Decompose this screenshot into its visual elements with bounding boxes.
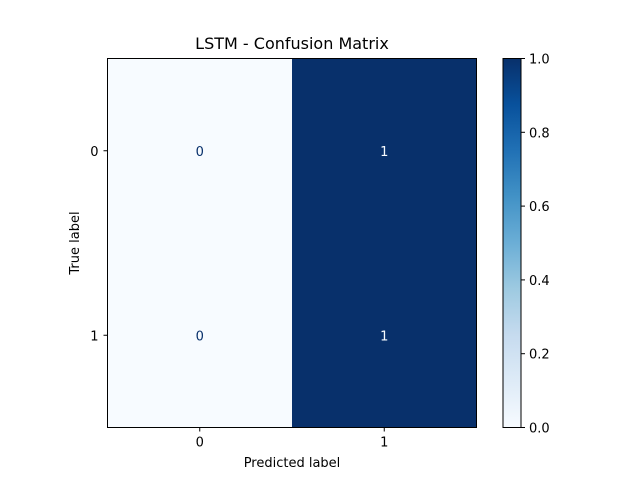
plot-frame [107,58,477,428]
heatmap-cell-labels: 0 1 0 1 [196,145,389,345]
heatmap-cell [107,58,293,244]
x-axis-label: Predicted label [244,456,341,471]
y-axis-label: True label [68,211,83,275]
colorbar-tick-label: 0.0 [529,422,550,437]
heatmap-cell [107,243,293,428]
colorbar-tick-label: 1.0 [529,53,550,68]
cell-value-label: 0 [196,329,204,344]
cell-value-label: 1 [380,145,388,160]
colorbar-tick-label: 0.4 [529,274,550,289]
y-tick-label: 1 [90,329,98,344]
colorbar-ticks: 0.0 0.2 0.4 0.6 0.8 1.0 [521,53,550,437]
cell-value-label: 1 [380,329,388,344]
cell-value-label: 0 [196,145,204,160]
heatmap-cells [107,58,477,428]
x-tick-label: 0 [196,436,204,451]
colorbar [502,58,522,428]
x-tick-label: 1 [380,436,388,451]
colorbar-tick-label: 0.8 [529,126,550,141]
y-axis-ticks: 01 [90,145,108,344]
heatmap-cell [292,58,477,244]
colorbar-tick-label: 0.6 [529,200,550,215]
y-tick-label: 0 [90,145,98,160]
heatmap-cell [292,243,477,428]
colorbar-tick-label: 0.2 [529,348,550,363]
chart-title: LSTM - Confusion Matrix [195,34,389,53]
